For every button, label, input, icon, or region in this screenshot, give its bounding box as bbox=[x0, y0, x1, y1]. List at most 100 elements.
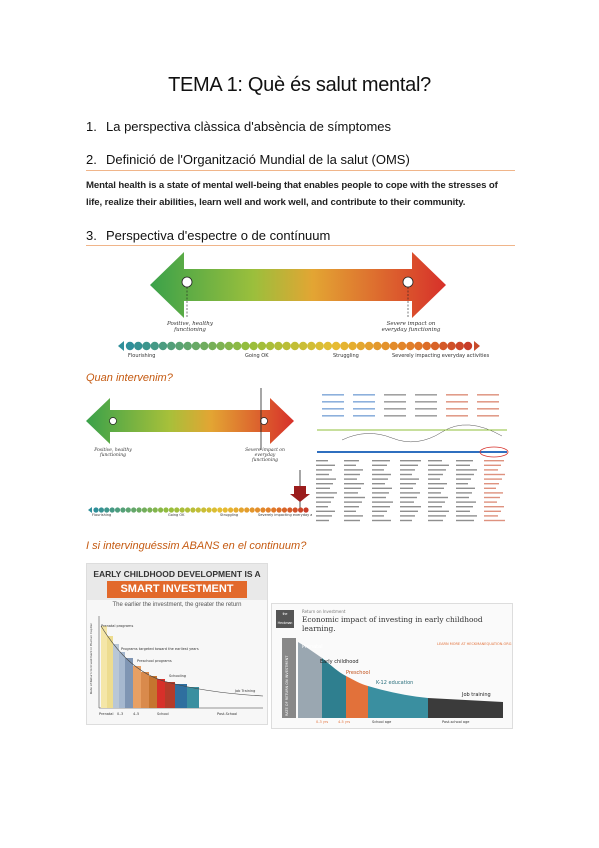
scale-dot bbox=[265, 341, 275, 351]
framework-text-line bbox=[400, 515, 415, 517]
scale-dot bbox=[303, 507, 309, 513]
section-3-rule bbox=[86, 245, 515, 246]
framework-text-line bbox=[456, 496, 469, 499]
ecd-x-prenatal: Prenatal bbox=[99, 712, 114, 716]
scale-dot bbox=[260, 507, 266, 513]
framework-text-line bbox=[484, 487, 496, 489]
heckman-title: Economic impact of investing in early ch… bbox=[302, 615, 483, 633]
section-3-heading: 3. Perspectiva d'espectre o de contínuum bbox=[86, 228, 330, 243]
section-1-heading: 1. La perspectiva clàssica d'absència de … bbox=[86, 119, 391, 134]
heckman-badge: LEARN MORE AT HECKMANEQUATION.ORG bbox=[437, 642, 512, 646]
framework-text-line bbox=[344, 501, 362, 503]
framework-text-line bbox=[400, 510, 418, 512]
framework-text-line bbox=[344, 483, 364, 485]
scale-dot bbox=[201, 507, 207, 513]
scale-dot bbox=[104, 507, 110, 513]
scale-dot bbox=[292, 507, 298, 513]
framework-text-line bbox=[372, 519, 391, 522]
scale-dot bbox=[195, 507, 201, 513]
scale-dot bbox=[274, 341, 283, 351]
framework-text-line bbox=[484, 460, 504, 462]
framework-text-line bbox=[372, 492, 389, 494]
framework-text-line bbox=[316, 464, 335, 466]
scale-dot bbox=[199, 341, 209, 351]
scale-dot bbox=[315, 341, 324, 351]
scale-label-flourishing: Flourishing bbox=[128, 353, 156, 359]
framework-text-line bbox=[400, 478, 419, 480]
framework-text-line bbox=[446, 394, 468, 396]
scale-dot bbox=[222, 507, 228, 513]
framework-text-line bbox=[456, 478, 471, 480]
framework-text-line bbox=[456, 515, 477, 517]
heckman-logo: the Heckman bbox=[276, 610, 294, 628]
who-definition: Mental health is a state of mental well-… bbox=[86, 180, 498, 208]
framework-text-line bbox=[372, 515, 384, 517]
framework-text-line bbox=[428, 515, 446, 517]
scale-dot bbox=[109, 507, 115, 513]
scale-dot bbox=[463, 341, 473, 351]
framework-text-line bbox=[322, 394, 344, 396]
heckman-kicker: Return on Investment bbox=[302, 609, 346, 614]
scale-label-severe: Severely impacting everyday activities bbox=[392, 353, 490, 359]
ecd-stripe bbox=[113, 644, 119, 708]
section-3-number: 3. bbox=[86, 228, 97, 243]
scale-dot bbox=[125, 341, 135, 351]
framework-text-line bbox=[316, 519, 329, 522]
framework-text-line bbox=[484, 501, 497, 503]
ecd-investment-chart: EARLY CHILDHOOD DEVELOPMENT IS A SMART I… bbox=[86, 563, 268, 725]
scale-label-struggling: Struggling bbox=[333, 353, 359, 359]
heckman-x-0-3: 0-3 yrs bbox=[316, 720, 329, 724]
scale-dot bbox=[217, 507, 223, 513]
framework-text-line bbox=[316, 510, 335, 512]
framework-text-line bbox=[344, 519, 360, 522]
framework-text-line bbox=[400, 469, 415, 471]
framework-text-line bbox=[400, 473, 412, 476]
framework-text-line bbox=[316, 515, 332, 517]
scale-dot bbox=[257, 341, 267, 351]
spectrum-dot-scale bbox=[118, 341, 480, 351]
scale-dot bbox=[125, 507, 131, 513]
ecd-banner: EARLY CHILDHOOD DEVELOPMENT IS A SMART I… bbox=[87, 564, 267, 600]
scale-dot bbox=[439, 341, 448, 351]
small-dot-scale bbox=[88, 470, 310, 513]
framework-text-line bbox=[428, 506, 442, 508]
scale-dot bbox=[168, 507, 174, 513]
framework-text-line bbox=[484, 483, 499, 485]
scale-dot bbox=[238, 507, 244, 513]
framework-text-line bbox=[372, 496, 386, 499]
framework-text-line bbox=[477, 408, 499, 410]
framework-text-line bbox=[428, 478, 440, 480]
framework-text-line bbox=[344, 487, 361, 489]
framework-text-line bbox=[384, 401, 406, 403]
scale-dot bbox=[114, 507, 121, 513]
framework-text-line bbox=[344, 460, 359, 462]
framework-text-line bbox=[344, 515, 363, 517]
heckman-x-4-5: 4-5 yrs bbox=[338, 720, 351, 724]
framework-text-line bbox=[456, 473, 474, 476]
framework-text-line bbox=[400, 492, 420, 494]
framework-text-line bbox=[353, 415, 375, 417]
scale-dot bbox=[287, 507, 293, 513]
scale-dot bbox=[174, 507, 180, 513]
framework-text-line bbox=[400, 487, 413, 489]
framework-text-line bbox=[372, 506, 390, 508]
framework-text-line bbox=[456, 510, 470, 512]
framework-text-line bbox=[372, 473, 391, 476]
scale-dot bbox=[152, 507, 158, 513]
scale-dot bbox=[183, 341, 192, 351]
framework-text-line bbox=[372, 478, 388, 480]
ecd-x-post-school: Post-School bbox=[217, 712, 238, 716]
framework-text-line bbox=[428, 487, 444, 489]
ecd-stripe bbox=[157, 679, 165, 708]
framework-text-line bbox=[316, 492, 337, 494]
scale-dot bbox=[134, 341, 143, 351]
framework-text-line bbox=[428, 469, 446, 471]
framework-text-line bbox=[428, 510, 449, 512]
framework-text-line bbox=[372, 501, 393, 503]
framework-text-line bbox=[428, 519, 443, 522]
scale-dot bbox=[455, 341, 464, 351]
heckman-y-label: RATE OF RETURN ON INVESTMENT bbox=[285, 655, 289, 716]
scale-dot bbox=[211, 507, 218, 513]
scale-dot bbox=[241, 341, 250, 351]
ecd-y-label: Rate of Return to Investment in Human Ca… bbox=[89, 623, 93, 694]
